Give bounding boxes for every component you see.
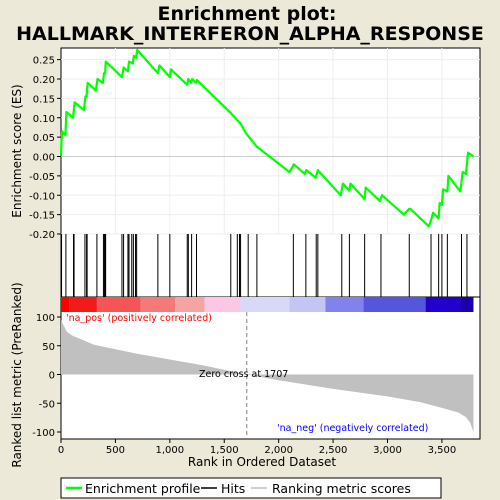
x-tick-label: 1,500 [210, 445, 239, 456]
es-tick-label: -0.05 [29, 172, 55, 183]
pos-annotation: 'na_pos' (positively correlated) [66, 313, 212, 324]
heat-segment [289, 297, 326, 312]
metric-axis-label: Ranked list metric (PreRanked) [10, 282, 24, 467]
enrichment-profile-layer [59, 48, 475, 228]
es-tick-label: 0.15 [33, 94, 55, 105]
es-tick-label: 0.25 [33, 56, 55, 67]
heat-segment [96, 297, 141, 312]
hit-lines [61, 234, 468, 297]
es-tick-label: -0.10 [29, 191, 55, 202]
x-tick-label: 3,000 [373, 445, 402, 456]
title-line1: Enrichment plot: [158, 3, 337, 25]
metric-tick-label: 50 [42, 342, 55, 353]
enrichment-profile-line [59, 48, 475, 228]
title-line2: HALLMARK_INTERFERON_ALPHA_RESPONSE [16, 23, 484, 45]
metric-axis-ticks: 100 50 0 -50 -100 [32, 313, 61, 439]
metric-tick-label: -100 [32, 428, 55, 439]
x-axis-ticks: 0 500 1,000 1,500 2,000 2,500 3,000 3,500 [58, 439, 456, 456]
heat-segment [363, 297, 426, 312]
metric-tick-label: -50 [39, 399, 55, 410]
heat-segment [61, 297, 70, 312]
metric-tick-label: 100 [36, 313, 55, 324]
metric-tick-label: 0 [49, 371, 55, 382]
heat-segment [240, 297, 290, 312]
heat-segment [461, 297, 474, 312]
legend-profile-label: Enrichment profile [85, 481, 201, 496]
heat-segment [69, 297, 97, 312]
es-tick-label: 0.20 [33, 75, 55, 86]
x-tick-label: 3,500 [428, 445, 457, 456]
x-tick-label: 500 [106, 445, 125, 456]
neg-annotation: 'na_neg' (negatively correlated) [277, 423, 428, 434]
heat-segment [325, 297, 364, 312]
hits-panel-background [60, 233, 481, 298]
ranking-metric-area-path [61, 319, 474, 432]
x-tick-label: 0 [58, 445, 64, 456]
heat-segment [204, 297, 241, 312]
heat-segment [140, 297, 176, 312]
x-tick-label: 1,000 [156, 445, 185, 456]
es-tick-label: 0.05 [33, 133, 55, 144]
legend-hits-label: Hits [221, 481, 245, 496]
es-tick-label: 0.00 [33, 153, 55, 164]
es-axis-ticks: 0.25 0.20 0.15 0.10 0.05 0.00 -0.05 -0.10 -0.15 -… [29, 56, 61, 241]
es-axis-label: Enrichment score (ES) [10, 84, 24, 217]
zero-cross-annotation: Zero cross at 1707 [199, 369, 288, 380]
x-tick-label: 2,000 [264, 445, 293, 456]
heat-segment [425, 297, 462, 312]
es-tick-label: -0.15 [29, 211, 55, 222]
legend: Enrichment profile Hits Ranking metric s… [60, 477, 442, 499]
es-tick-label: -0.20 [29, 230, 55, 241]
rank-heat-bar [61, 297, 474, 312]
legend-metric-label: Ranking metric scores [272, 481, 411, 496]
ranking-metric-area [61, 312, 474, 439]
es-panel-background [60, 47, 481, 235]
heat-segment [175, 297, 205, 312]
x-axis-label: Rank in Ordered Dataset [188, 455, 336, 469]
es-tick-label: 0.10 [33, 114, 55, 125]
x-tick-label: 2,500 [319, 445, 348, 456]
